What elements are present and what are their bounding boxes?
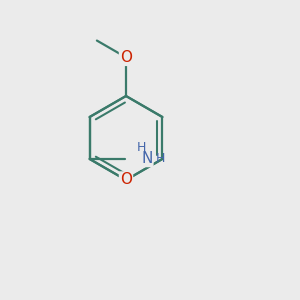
Text: O: O <box>120 50 132 65</box>
Text: O: O <box>120 172 132 188</box>
Text: H: H <box>156 152 165 166</box>
Text: H: H <box>136 141 146 154</box>
Text: N: N <box>142 152 153 166</box>
